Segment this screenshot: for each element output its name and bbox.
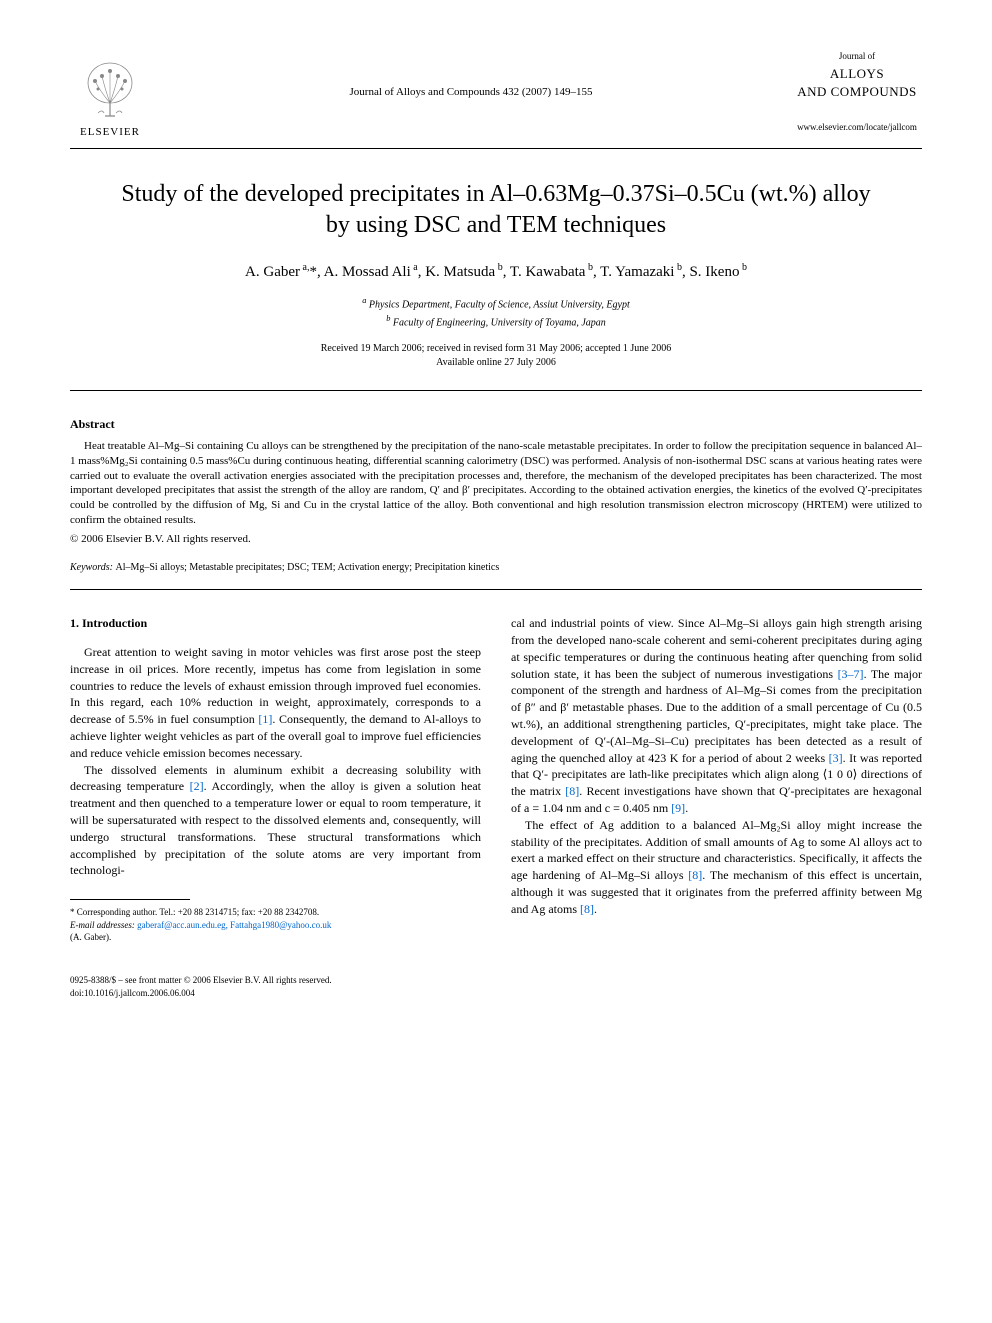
ref-link-3-7[interactable]: [3–7]: [838, 667, 864, 681]
email-label: E-mail addresses:: [70, 920, 135, 930]
intro-paragraph-2: The dissolved elements in aluminum exhib…: [70, 762, 481, 880]
publisher-logo: ELSEVIER: [70, 50, 150, 140]
keywords-text: Al–Mg–Si alloys; Metastable precipitates…: [115, 562, 499, 573]
online-date: Available online 27 July 2006: [70, 356, 922, 370]
header-divider: [70, 148, 922, 149]
abstract-heading: Abstract: [70, 416, 922, 433]
ref-link-2[interactable]: [2]: [190, 779, 204, 793]
corresponding-author: * Corresponding author. Tel.: +20 88 231…: [70, 906, 481, 919]
abstract-copyright: © 2006 Elsevier B.V. All rights reserved…: [70, 532, 922, 547]
journal-url[interactable]: www.elsevier.com/locate/jallcom: [792, 121, 922, 134]
journal-reference: Journal of Alloys and Compounds 432 (200…: [150, 50, 792, 100]
article-title: Study of the developed precipitates in A…: [110, 179, 882, 241]
email-addresses[interactable]: gaberaf@acc.aun.edu.eg, Fattahga1980@yah…: [137, 920, 331, 930]
journal-logo-name: ALLOYS AND COMPOUNDS: [792, 65, 922, 101]
abstract-divider: [70, 589, 922, 590]
ref-link-8c[interactable]: [8]: [580, 902, 594, 916]
keywords-label: Keywords:: [70, 562, 113, 573]
article-dates: Received 19 March 2006; received in revi…: [70, 342, 922, 370]
authors-list: A. Gaber a,*, A. Mossad Ali a, K. Matsud…: [70, 261, 922, 283]
footnote: * Corresponding author. Tel.: +20 88 231…: [70, 906, 481, 944]
intro-paragraph-1: Great attention to weight saving in moto…: [70, 644, 481, 762]
affiliation-b: b Faculty of Engineering, University of …: [70, 313, 922, 330]
email-line: E-mail addresses: gaberaf@acc.aun.edu.eg…: [70, 919, 481, 932]
affiliation-a: a Physics Department, Faculty of Science…: [70, 295, 922, 312]
received-date: Received 19 March 2006; received in revi…: [70, 342, 922, 356]
abstract-section: Abstract Heat treatable Al–Mg–Si contain…: [70, 416, 922, 547]
ref-link-8b[interactable]: [8]: [688, 868, 702, 882]
publisher-name: ELSEVIER: [80, 125, 140, 140]
journal-logo-pretitle: Journal of: [792, 50, 922, 63]
footer-info: 0925-8388/$ – see front matter © 2006 El…: [70, 974, 481, 999]
ref-link-1[interactable]: [1]: [258, 712, 272, 726]
section-heading-intro: 1. Introduction: [70, 615, 481, 632]
header-row: ELSEVIER Journal of Alloys and Compounds…: [70, 50, 922, 140]
abstract-text: Heat treatable Al–Mg–Si containing Cu al…: [70, 439, 922, 528]
email-author: (A. Gaber).: [70, 931, 481, 944]
ref-link-3[interactable]: [3]: [829, 751, 843, 765]
ref-link-9[interactable]: [9]: [671, 801, 685, 815]
column-left: 1. Introduction Great attention to weigh…: [70, 615, 481, 999]
issn-line: 0925-8388/$ – see front matter © 2006 El…: [70, 974, 481, 987]
elsevier-tree-icon: [80, 61, 140, 121]
title-divider: [70, 390, 922, 391]
intro-paragraph-4: The effect of Ag addition to a balanced …: [511, 817, 922, 918]
footnote-divider: [70, 899, 190, 900]
intro-paragraph-3: cal and industrial points of view. Since…: [511, 615, 922, 817]
column-right: cal and industrial points of view. Since…: [511, 615, 922, 999]
ref-link-8a[interactable]: [8]: [565, 784, 579, 798]
body-columns: 1. Introduction Great attention to weigh…: [70, 615, 922, 999]
keywords: Keywords: Al–Mg–Si alloys; Metastable pr…: [70, 561, 922, 575]
doi-line: doi:10.1016/j.jallcom.2006.06.004: [70, 987, 481, 1000]
journal-logo: Journal of ALLOYS AND COMPOUNDS www.else…: [792, 50, 922, 134]
affiliations: a Physics Department, Faculty of Science…: [70, 295, 922, 330]
